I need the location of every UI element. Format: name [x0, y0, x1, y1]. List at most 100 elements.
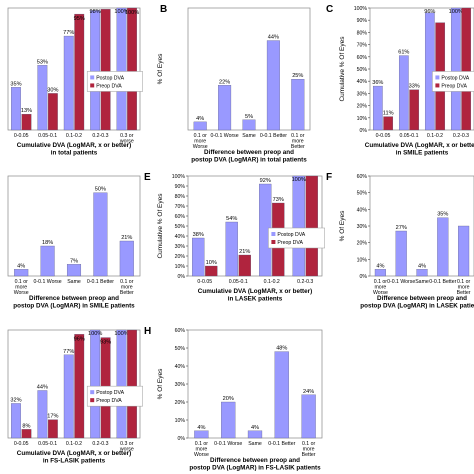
legend-box — [432, 71, 474, 92]
chart-panel-h: 0% 10% 20% 30% 40% 50% 60% % Of Eyes 4% 20% 4% 48% 2… — [144, 326, 323, 472]
y-tick-label: 10% — [175, 418, 186, 424]
data-label: 4% — [376, 263, 384, 269]
x-tick-label: Worse — [373, 290, 388, 296]
bar-value-5 — [291, 79, 305, 131]
legend-label-preop: Preop DVA — [96, 83, 122, 89]
legend-swatch-postop — [435, 75, 440, 80]
bar-value-2 — [218, 85, 232, 131]
y-tick-label: 100% — [172, 174, 186, 180]
legend-box — [86, 385, 143, 407]
data-label: 4% — [418, 263, 426, 269]
bar-postop-4 — [450, 7, 461, 131]
x-tick-label: 0.2-0.3 — [92, 133, 108, 139]
x-tick-label: 0-0.1 Better — [87, 279, 114, 285]
x-tick-label: more — [195, 447, 207, 453]
y-tick-label: 60% — [357, 174, 368, 180]
data-label: 95% — [74, 16, 85, 22]
x-tick-label: Same — [67, 279, 81, 285]
y-tick-label: 90% — [175, 184, 186, 190]
bar-value-5 — [301, 394, 316, 439]
y-tick-label: 60% — [175, 328, 186, 334]
chart-title: postop DVA (LogMAR) in FS-LASIK patients — [189, 465, 321, 472]
x-tick-label: 0.2-0.3 — [92, 441, 108, 447]
bar-postop-2 — [37, 390, 48, 439]
data-label: 93% — [100, 340, 111, 346]
y-axis-label: Cumulative % Of Eyes — [339, 36, 346, 102]
x-tick-label: worse — [120, 447, 134, 453]
x-tick-label: more — [194, 139, 206, 145]
chart-panel-f: 0% 10% 20% 30% 40% 50% 60% % Of Eyes 4% 27% 4% 35% 0… — [326, 172, 474, 310]
chart-title: Difference between preop and — [29, 295, 119, 302]
data-label: 92% — [260, 178, 271, 184]
x-tick-label: Worse — [14, 290, 29, 296]
legend-swatch-postop — [271, 232, 276, 236]
panel-letter: F — [326, 172, 332, 183]
bar-postop-5 — [116, 329, 127, 439]
x-tick-label: Same — [242, 133, 256, 139]
bar-preop-1 — [205, 265, 218, 277]
x-tick-label: Better — [302, 452, 316, 458]
data-label: 38% — [193, 232, 204, 238]
bar-postop-4 — [90, 329, 101, 439]
data-label: 11% — [383, 111, 394, 117]
bar-preop-2 — [409, 89, 420, 131]
bar-preop-1 — [383, 116, 394, 131]
data-label: 35% — [10, 81, 21, 87]
data-label: 25% — [292, 73, 303, 79]
y-tick-label: 70% — [357, 43, 368, 49]
x-tick-label: 0.1-0.2 — [264, 279, 280, 285]
data-label: 100% — [292, 177, 306, 183]
x-tick-label: 0-0.1 Better — [429, 279, 456, 285]
y-tick-label: 40% — [175, 234, 186, 240]
data-label: 24% — [303, 389, 314, 395]
bar-preop-1 — [21, 113, 32, 131]
x-tick-label: 0.1 or — [291, 133, 305, 139]
bar-postop-3 — [63, 35, 74, 131]
x-tick-label: 0.2-0.3 — [297, 279, 313, 285]
y-tick-label: 0% — [178, 436, 186, 442]
plot-frame — [7, 7, 141, 131]
x-tick-label: 0.1 or — [302, 441, 316, 447]
chart-title: Difference between preop and — [204, 149, 294, 156]
data-label: 18% — [42, 240, 53, 246]
bar-preop-4 — [461, 7, 472, 131]
x-tick-label: 0-0.1 Worse — [34, 279, 62, 285]
bar-value-1 — [194, 430, 209, 439]
x-tick-label: 0-0.05 — [14, 441, 29, 447]
x-tick-label: 0.1-0.2 — [66, 441, 82, 447]
y-tick-label: 60% — [175, 214, 186, 220]
chart-title: in total patients — [51, 150, 98, 157]
bar-value-1 — [14, 269, 29, 277]
y-tick-label: 40% — [357, 207, 368, 213]
x-tick-label: 0.1 or — [195, 441, 209, 447]
data-label: 20% — [223, 396, 234, 402]
bar-preop-2 — [47, 419, 58, 439]
legend-swatch-preop — [435, 83, 440, 88]
bar-preop-1 — [21, 429, 32, 439]
bar-postop-2 — [37, 65, 48, 131]
data-label: 96% — [74, 336, 85, 342]
legend-label-preop: Preop DVA — [277, 240, 303, 246]
x-tick-label: 0.2-0.3 — [453, 133, 469, 139]
data-label: 77% — [63, 30, 74, 36]
y-tick-label: 50% — [175, 346, 186, 352]
x-tick-label: 0.1-0.2 — [427, 133, 443, 139]
data-label: 100% — [88, 331, 102, 337]
panel-letter: C — [326, 4, 333, 15]
data-label: 7% — [70, 258, 78, 264]
bar-value-5 — [458, 225, 470, 277]
y-tick-label: 90% — [357, 18, 368, 24]
y-axis-label: % Of Eyes — [157, 53, 164, 84]
bar-value-4 — [274, 351, 289, 439]
y-tick-label: 30% — [175, 244, 186, 250]
legend-swatch-preop — [271, 240, 276, 244]
chart-title: Cumulative DVA (LogMAR, x or better) — [198, 288, 312, 295]
y-tick-label: 0% — [360, 274, 368, 280]
x-tick-label: Better — [457, 290, 471, 296]
panel-letter: H — [144, 326, 151, 337]
x-tick-label: more — [374, 285, 386, 291]
x-tick-label: 0-0.1 Better — [268, 441, 295, 447]
